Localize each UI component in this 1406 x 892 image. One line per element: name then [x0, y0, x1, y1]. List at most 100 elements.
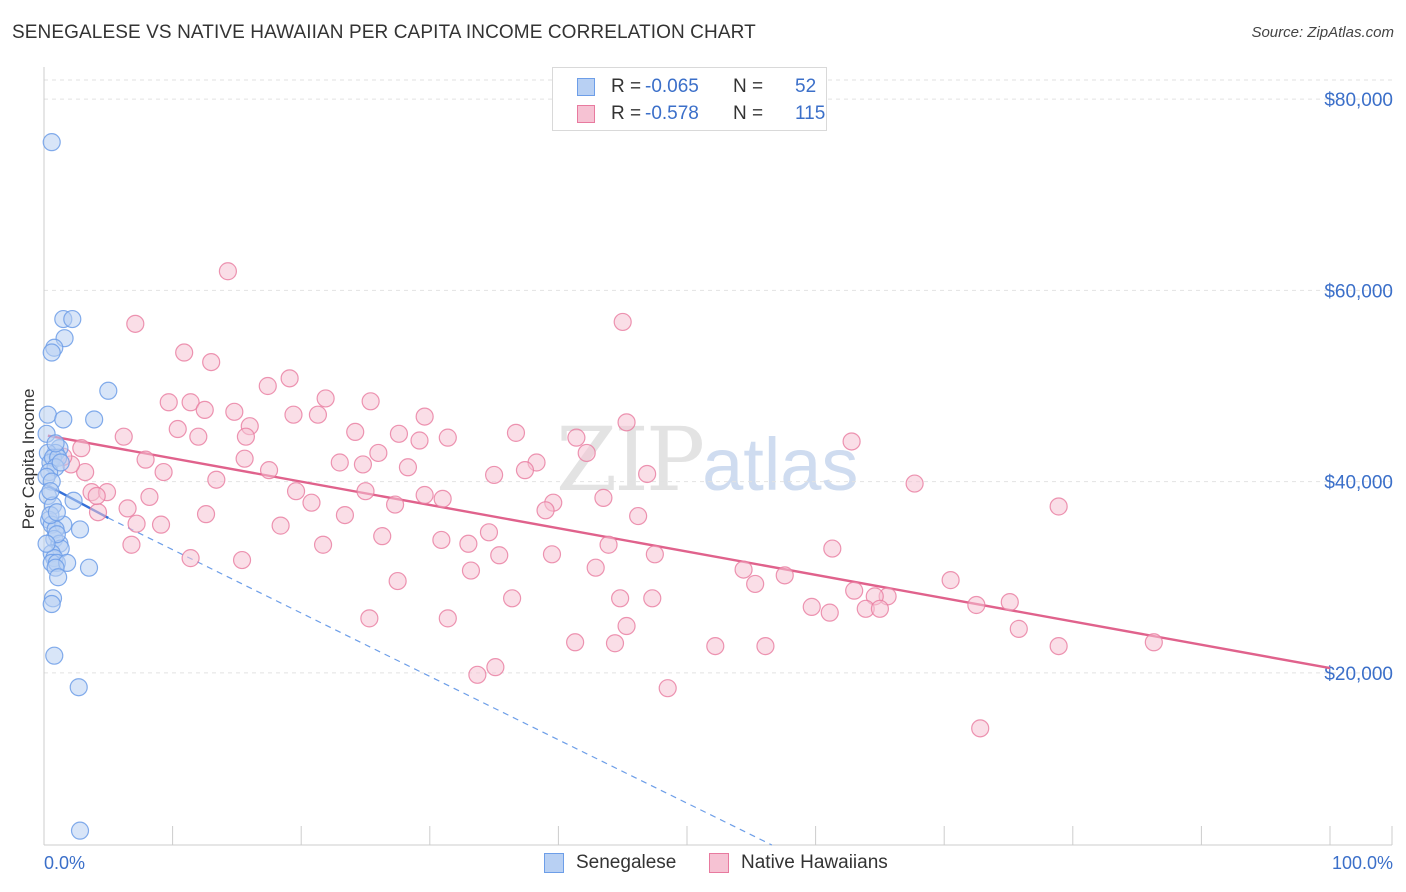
native-hawaiian-point	[286, 482, 306, 501]
native-hawaiian-point	[1000, 593, 1019, 612]
native-hawaiian-point	[218, 262, 237, 281]
native-hawaiian-point	[479, 523, 499, 542]
native-hawaiian-point	[638, 464, 657, 484]
senegalese-points	[37, 133, 118, 840]
native-hawaiian-point	[316, 389, 335, 408]
native-hawaiian-point	[599, 535, 618, 554]
native-hawaiian-point	[335, 505, 355, 525]
native-hawaiian-point	[577, 443, 596, 463]
native-hawaiian-point	[154, 462, 173, 482]
chart-title: SENEGALESE VS NATIVE HAWAIIAN PER CAPITA…	[12, 22, 756, 43]
native-hawaiian-point	[1009, 619, 1028, 638]
senegalese-point	[70, 821, 90, 840]
native-hawaiian-point	[617, 616, 636, 636]
senegalese-point	[69, 678, 88, 697]
native-hawaiian-point	[127, 514, 146, 533]
watermark-atlas: atlas	[702, 423, 859, 506]
y-axis-label: Per Capita Income	[19, 389, 38, 530]
native-hawaiian-point	[398, 458, 418, 477]
native-hawaiian-point	[645, 545, 664, 564]
native-hawaiian-point	[542, 545, 562, 564]
native-hawaiian-point	[353, 455, 373, 474]
legend-r-value: -0.065	[645, 76, 699, 97]
native-hawaiian-point	[823, 539, 842, 558]
senegalese-point	[79, 558, 99, 577]
native-hawaiian-point	[356, 482, 375, 501]
native-hawaiian-point	[361, 392, 380, 411]
native-hawaiian-point	[181, 393, 200, 412]
senegalese-point	[51, 453, 70, 472]
native-hawaiian-point	[415, 485, 434, 505]
y-tick-label: $20,000	[1324, 664, 1393, 685]
legend-n-value: 115	[795, 103, 826, 124]
y-tick-label: $60,000	[1324, 281, 1393, 302]
native-hawaiian-point	[536, 501, 555, 520]
y-tick-label: $40,000	[1324, 473, 1393, 494]
native-hawaiian-point	[629, 506, 648, 526]
native-hawaiian-point	[802, 597, 821, 616]
native-hawaiian-point	[1049, 497, 1068, 516]
legend-n-label: N =	[733, 103, 764, 124]
series-legend-label: Senegalese	[576, 852, 677, 873]
native-hawaiian-point	[594, 488, 613, 507]
y-tick-label: $80,000	[1324, 90, 1393, 111]
native-hawaiian-point	[820, 603, 839, 622]
native-hawaiian-point	[330, 453, 349, 472]
native-hawaiian-point	[971, 719, 990, 738]
native-hawaiian-point	[258, 376, 277, 396]
series-swatch-blue	[544, 853, 564, 873]
native-hawaiian-point	[72, 439, 91, 458]
native-hawaiian-point	[432, 530, 451, 550]
native-hawaiian-point	[613, 312, 632, 332]
x-tick-label: 100.0%	[1332, 853, 1393, 873]
native-hawaiian-point	[459, 534, 478, 553]
native-hawaiian-point	[967, 595, 986, 615]
native-hawaiian-point	[271, 516, 290, 535]
native-hawaiian-point	[235, 449, 254, 468]
native-hawaiian-point	[566, 633, 585, 652]
native-hawaiian-point	[136, 450, 155, 469]
native-hawaiian-point	[567, 428, 586, 447]
native-hawaiian-point	[617, 413, 636, 432]
native-hawaiian-point	[236, 427, 256, 446]
senegalese-point	[42, 594, 61, 614]
senegalese-point	[85, 410, 104, 429]
native-hawaiian-point	[415, 407, 434, 426]
native-hawaiian-point	[490, 546, 509, 565]
senegalese-point	[99, 381, 118, 400]
native-hawaiian-point	[468, 665, 487, 684]
native-hawaiian-point	[438, 428, 457, 447]
native-hawaiian-point	[1049, 636, 1068, 656]
senegalese-point	[70, 520, 90, 539]
native-hawaiian-point	[389, 424, 409, 443]
native-hawaiian-point	[225, 402, 244, 421]
native-hawaiian-point	[734, 560, 753, 579]
native-hawaiian-point	[706, 636, 725, 656]
native-hawaiian-point	[506, 423, 526, 442]
native-hawaiian-point	[126, 314, 145, 333]
legend-r-label: R =	[611, 103, 642, 124]
native-hawaiian-point	[410, 431, 429, 450]
native-hawaiian-point	[503, 589, 522, 608]
native-hawaiian-point	[189, 427, 208, 446]
x-tick-label: 0.0%	[44, 853, 85, 873]
series-legend: Senegalese Native Hawaiians	[0, 852, 1406, 878]
native-hawaiian-point	[151, 515, 171, 534]
native-hawaiian-point	[388, 571, 407, 591]
native-hawaiian-point	[369, 443, 388, 463]
native-hawaiian-points	[54, 262, 1163, 738]
senegalese-trendline-extrapolated	[108, 517, 773, 846]
tick-labels: $20,000 $40,000 $60,000 $80,000 0.0% 100.0%	[44, 90, 1393, 873]
native-hawaiian-point	[611, 589, 630, 608]
native-hawaiian-point	[605, 634, 625, 653]
senegalese-point	[37, 534, 56, 553]
correlation-legend: R = -0.065 N = 52 R = -0.578 N = 115	[552, 67, 827, 131]
native-hawaiian-point	[842, 432, 861, 451]
native-hawaiian-point	[76, 462, 95, 482]
gridlines	[44, 79, 1392, 674]
senegalese-point	[47, 503, 66, 522]
senegalese-point	[38, 405, 57, 424]
native-hawaiian-point	[905, 474, 924, 493]
trend-lines	[43, 434, 1331, 846]
native-hawaiian-point	[114, 427, 133, 446]
